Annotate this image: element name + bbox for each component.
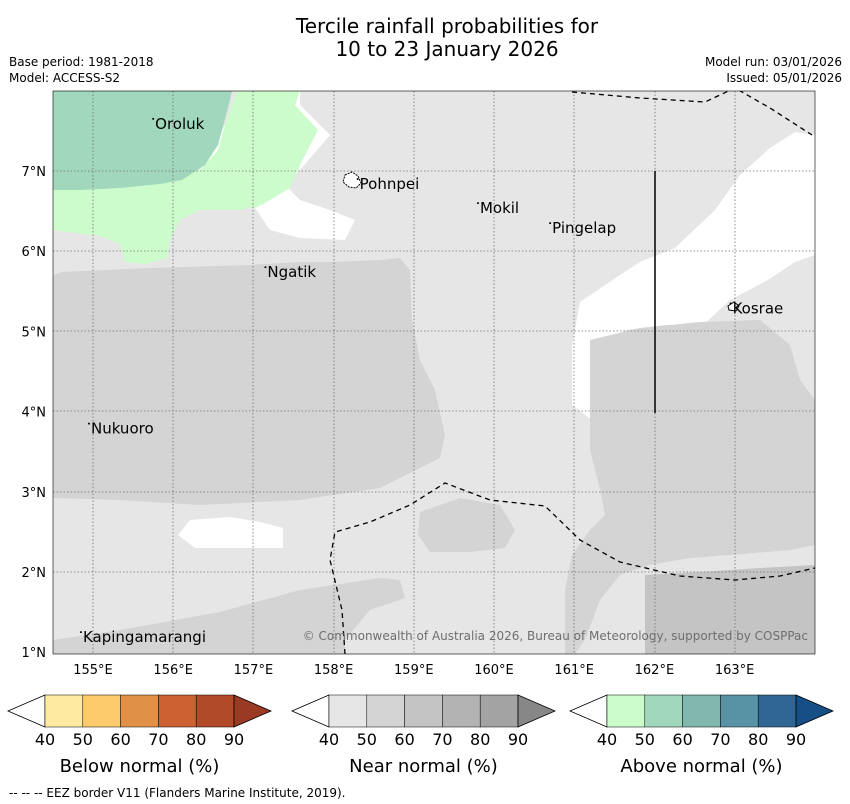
place-marker <box>88 423 90 425</box>
place-label-kapingamarangi: Kapingamarangi <box>83 628 206 646</box>
lon-tick-label: 159°E <box>394 663 434 678</box>
lat-tick-label: 1°N <box>22 646 47 661</box>
colorbar-left-extension <box>8 695 45 727</box>
place-label-mokil: Mokil <box>480 199 519 217</box>
colorbar-near: 40 50 60 70 80 90 Near normal (%) <box>292 695 555 777</box>
colorbar-tick-label: 40 <box>319 730 339 749</box>
colorbar-title: Near normal (%) <box>349 756 498 777</box>
colorbar-tick-label: 60 <box>394 730 414 749</box>
colorbar-tick-label: 70 <box>148 730 168 749</box>
place-label-pingelap: Pingelap <box>552 219 616 237</box>
colorbar-tick-label: 90 <box>224 730 244 749</box>
place-marker <box>477 202 479 204</box>
colorbar-segment <box>329 695 367 727</box>
place-marker <box>549 222 551 224</box>
copyright-notice: © Commonwealth of Australia 2026, Bureau… <box>303 629 808 643</box>
colorbar-title: Below normal (%) <box>60 756 220 777</box>
lon-tick-label: 162°E <box>635 663 675 678</box>
colorbar-right-extension <box>796 695 833 727</box>
place-marker <box>152 118 154 120</box>
colorbar-right-extension <box>234 695 271 727</box>
colorbar-segment <box>405 695 443 727</box>
place-label-kosrae: Kosrae <box>733 299 784 317</box>
colorbar-tick-label: 70 <box>710 730 730 749</box>
probability-shading <box>53 91 815 654</box>
lon-tick-label: 161°E <box>554 663 594 678</box>
colorbar-tick-label: 90 <box>786 730 806 749</box>
colorbar-tick-label: 40 <box>597 730 617 749</box>
place-label-oroluk: Oroluk <box>155 115 204 133</box>
colorbar-tick-label: 60 <box>672 730 692 749</box>
colorbar-tick-label: 80 <box>748 730 768 749</box>
colorbar-title: Above normal (%) <box>620 756 782 777</box>
lon-tick-label: 163°E <box>715 663 755 678</box>
colorbar-segment <box>607 695 645 727</box>
colorbar-segment <box>196 695 234 727</box>
lat-tick-label: 6°N <box>22 245 47 260</box>
lat-tick-label: 7°N <box>22 165 47 180</box>
lat-tick-label: 3°N <box>22 486 47 501</box>
lat-tick-label: 2°N <box>22 566 47 581</box>
eez-footnote: -- -- -- EEZ border V11 (Flanders Marine… <box>9 786 346 800</box>
place-marker <box>730 302 732 304</box>
lat-tick-label: 5°N <box>22 325 47 340</box>
colorbar-segment <box>480 695 518 727</box>
colorbar-tick-label: 80 <box>470 730 490 749</box>
colorbar-segment <box>367 695 405 727</box>
place-label-pohnpei: Pohnpei <box>360 175 420 193</box>
colorbar-tick-label: 50 <box>73 730 93 749</box>
rainfall-map: Oroluk Pohnpei Mokil Pingelap Ngatik Kosrae Nu… <box>0 0 850 804</box>
place-label-nukuoro: Nukuoro <box>91 420 154 438</box>
colorbar-tick-label: 70 <box>432 730 452 749</box>
colorbar-segment <box>121 695 159 727</box>
colorbar-left-extension <box>292 695 329 727</box>
colorbar-segment <box>83 695 121 727</box>
colorbar-segment <box>683 695 721 727</box>
colorbar-right-extension <box>518 695 555 727</box>
longitude-tick-labels: 155°E 156°E 157°E 158°E 159°E 160°E 161°E 162°E… <box>73 663 754 678</box>
place-label-ngatik: Ngatik <box>267 263 316 281</box>
place-marker <box>264 266 266 268</box>
colorbar-segment <box>158 695 196 727</box>
colorbar-segment <box>45 695 83 727</box>
colorbar-tick-label: 50 <box>635 730 655 749</box>
colorbar-segment <box>758 695 796 727</box>
colorbar-segment <box>442 695 480 727</box>
lon-tick-label: 155°E <box>73 663 113 678</box>
lon-tick-label: 160°E <box>474 663 514 678</box>
lat-tick-label: 4°N <box>22 406 47 421</box>
colorbar-tick-label: 50 <box>357 730 377 749</box>
colorbar-left-extension <box>570 695 607 727</box>
lon-tick-label: 157°E <box>234 663 274 678</box>
colorbar-segment <box>645 695 683 727</box>
place-marker <box>357 178 359 180</box>
colorbar-tick-label: 80 <box>186 730 206 749</box>
latitude-tick-labels: 7°N 6°N 5°N 4°N 3°N 2°N 1°N <box>22 165 47 661</box>
lon-tick-label: 156°E <box>153 663 193 678</box>
colorbar-tick-label: 40 <box>35 730 55 749</box>
place-marker <box>80 631 82 633</box>
lon-tick-label: 158°E <box>314 663 354 678</box>
colorbar-tick-label: 90 <box>508 730 528 749</box>
near-50-west <box>53 258 445 505</box>
colorbar-tick-label: 60 <box>110 730 130 749</box>
colorbar-segment <box>720 695 758 727</box>
